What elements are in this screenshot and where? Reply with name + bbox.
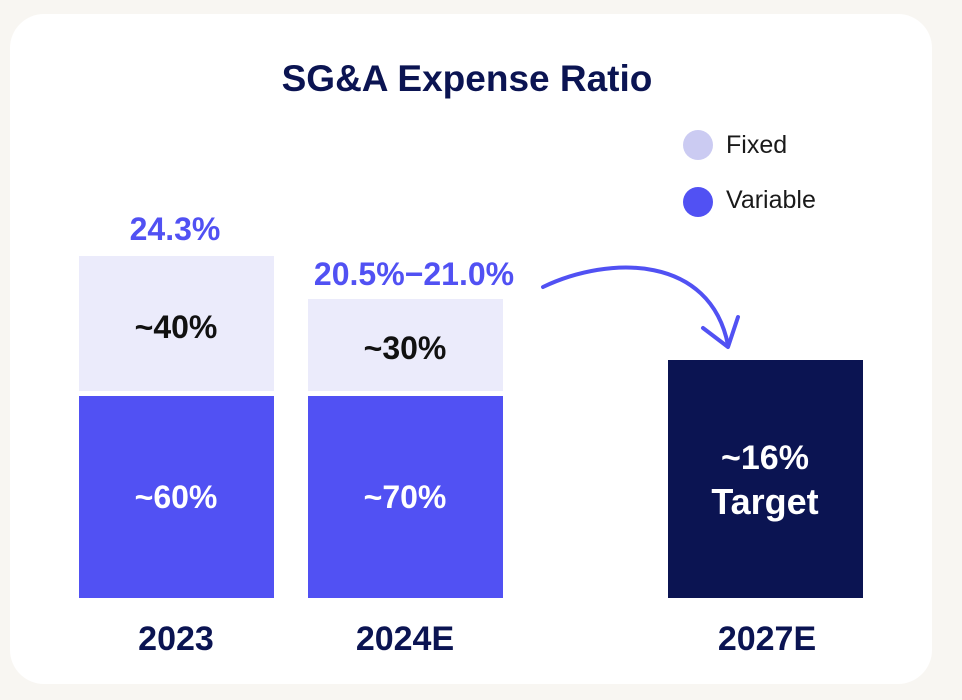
target-value-label: ~16% (721, 439, 809, 477)
label-2023-variable: ~60% (135, 479, 218, 515)
bar-group-2024e: 20.5%−21.0% ~30% ~70% 2024E (308, 256, 514, 658)
chart-title: SG&A Expense Ratio (282, 58, 653, 99)
bar-2024e-fixed (308, 299, 503, 391)
category-label-2024e: 2024E (356, 620, 454, 658)
legend-swatch-fixed (683, 130, 713, 160)
label-2024e-variable: ~70% (364, 479, 447, 515)
label-2024e-fixed: ~30% (364, 330, 447, 366)
legend-label-fixed: Fixed (726, 131, 787, 159)
target-caption-label: Target (711, 481, 818, 522)
legend: Fixed Variable (683, 130, 816, 217)
total-label-2024e: 20.5%−21.0% (314, 256, 514, 292)
bar-2023-fixed (79, 256, 274, 391)
bar-2023-variable (79, 396, 274, 598)
legend-label-variable: Variable (726, 186, 816, 214)
bar-2027e-target (668, 360, 863, 598)
bar-group-2027e: ~16% Target 2027E (668, 360, 863, 658)
bar-2024e-variable (308, 396, 503, 598)
category-label-2023: 2023 (138, 620, 214, 658)
total-label-2023: 24.3% (130, 211, 221, 247)
arrow-icon (541, 265, 740, 349)
category-label-2027e: 2027E (718, 620, 816, 658)
label-2023-fixed: ~40% (135, 309, 218, 345)
bar-group-2023: 24.3% ~40% ~60% 2023 (79, 211, 274, 658)
legend-swatch-variable (683, 187, 713, 217)
